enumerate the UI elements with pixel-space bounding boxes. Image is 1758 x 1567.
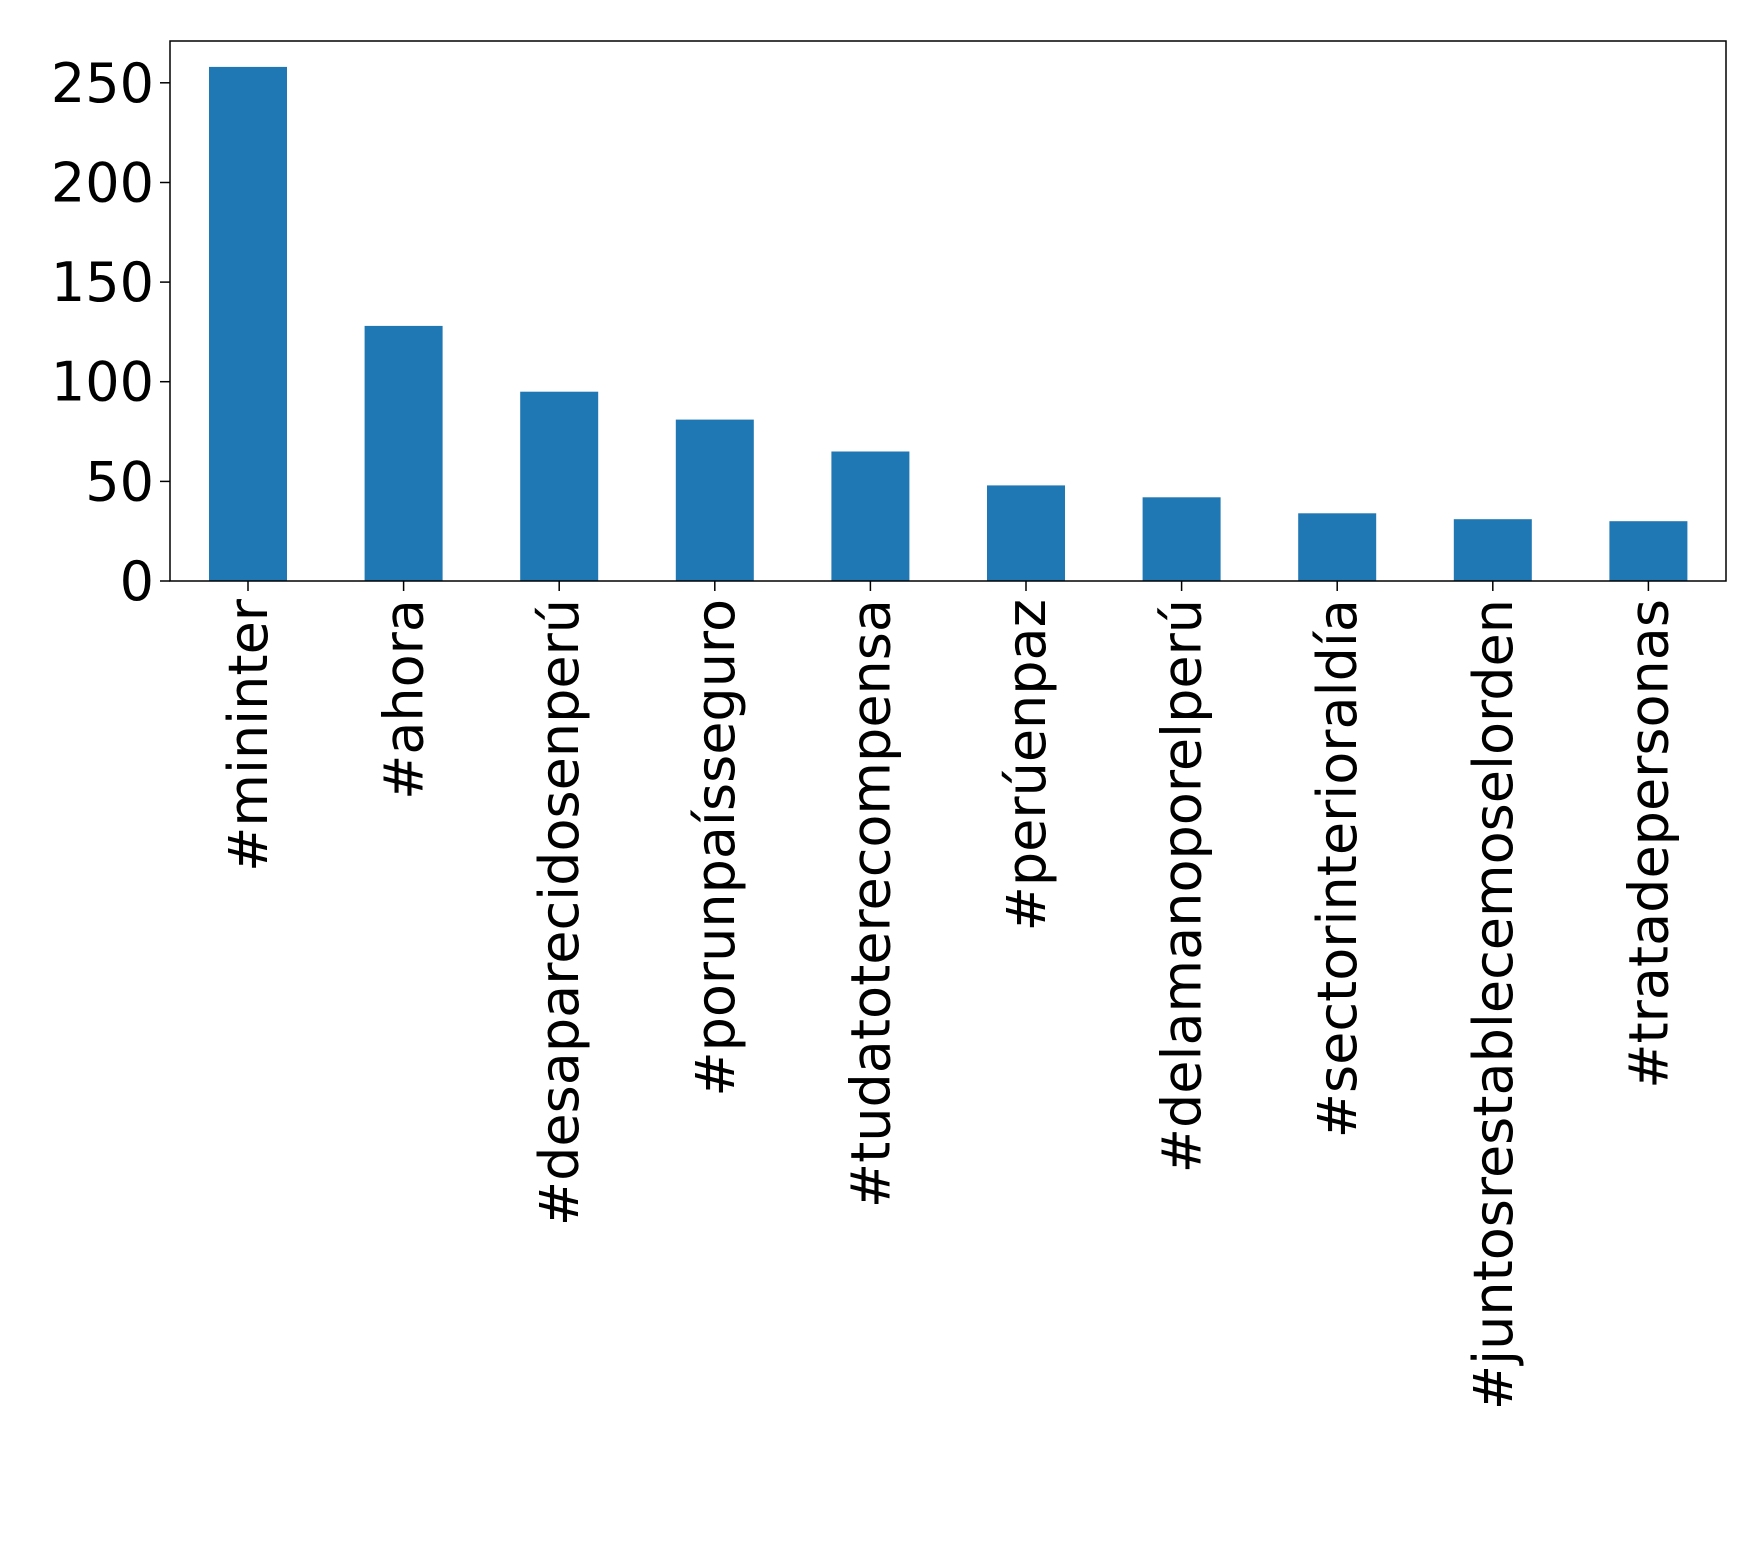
x-category-label-9: #juntosrestablecemoselorden [1462,599,1525,1410]
bar-5 [831,451,910,581]
plot-frame [169,40,1727,582]
bar-8 [1298,513,1377,581]
y-tick-label-0: 0 [120,550,154,613]
x-category-label-7: #delamanoporelperú [1151,599,1214,1173]
bar-7 [1142,497,1221,581]
y-tick-label-100: 100 [51,351,154,414]
x-category-label-6: #perúenpaz [995,599,1058,931]
x-category-label-3: #desaparecidosenperú [528,599,591,1226]
bar-10 [1609,521,1688,581]
bar-3 [520,391,599,581]
y-tick-label-50: 50 [85,450,154,513]
x-category-label-2: #ahora [373,599,436,800]
bar-9 [1453,519,1532,581]
bars [209,66,1688,581]
y-tick-label-150: 150 [51,251,154,314]
x-category-label-5: #tudatoterecompensa [839,599,902,1208]
y-axis: 0 50 100 150 200 250 [51,52,170,613]
x-category-label-4: #porunpaísseguro [684,599,747,1097]
x-category-label-8: #sectorinterioraldía [1306,599,1369,1138]
y-tick-label-250: 250 [51,52,154,115]
bar-6 [987,485,1065,581]
y-tick-label-200: 200 [51,152,154,215]
x-category-label-10: #tratadepersonas [1617,599,1680,1089]
bar-2 [364,325,443,581]
x-category-label-1: #mininter [217,598,280,872]
x-axis: #mininter #ahora #desaparecidosenperú #poru… [217,581,1680,1410]
bar-4 [675,419,754,581]
bar-1 [209,66,287,581]
